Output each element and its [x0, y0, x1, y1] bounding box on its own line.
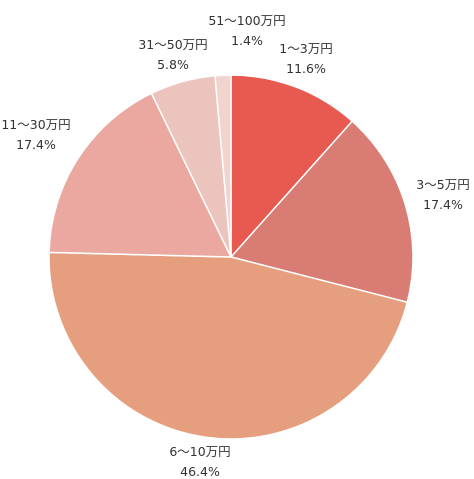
slice-label: 31～50万円 [138, 37, 207, 52]
pie-slice [230, 74, 354, 259]
slice-label: 11～30万円 [1, 117, 70, 132]
pie-slice [48, 251, 409, 440]
pie-slice [214, 74, 232, 258]
pie-slices [48, 74, 414, 440]
slice-value-label: 5.8% [157, 57, 189, 72]
slice-label: 3～5万円 [416, 177, 469, 192]
slice-label: 51～100万円 [208, 13, 285, 28]
slice-value-label: 1.4% [231, 33, 263, 48]
slice-value-label: 11.6% [286, 61, 326, 76]
slice-value-label: 17.4% [423, 197, 463, 212]
slice-value-label: 46.4% [180, 464, 220, 479]
pie-slice [48, 92, 233, 258]
pie-slice [229, 120, 414, 304]
slice-label: 1～3万円 [279, 41, 332, 56]
slice-value-label: 17.4% [16, 137, 56, 152]
slice-label: 6～10万円 [169, 444, 230, 459]
pie-labels: 1～3万円 11.6% 3～5万円 17.4% 6～10万円 46.4% 11～30万円 17… [1, 13, 469, 479]
